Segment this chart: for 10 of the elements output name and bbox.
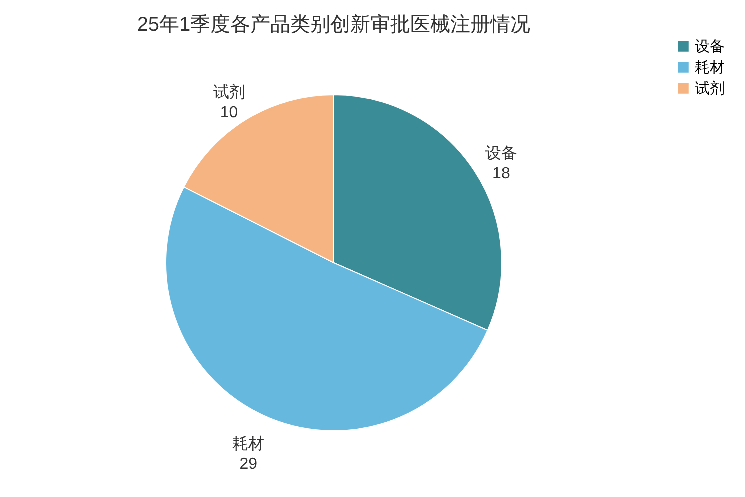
legend-label: 耗材 [695, 60, 725, 76]
slice-label: 设备 [485, 144, 518, 163]
chart-title: 25年1季度各产品类别创新审批医械注册情况 [137, 13, 531, 36]
slice-label: 试剂 [213, 84, 246, 102]
slice-label: 耗材 [232, 434, 265, 453]
legend-label: 试剂 [695, 80, 725, 98]
data-label: 10 [220, 104, 238, 122]
data-label: 18 [492, 166, 510, 183]
data-label: 29 [240, 456, 258, 473]
legend-label: 设备 [695, 38, 725, 56]
